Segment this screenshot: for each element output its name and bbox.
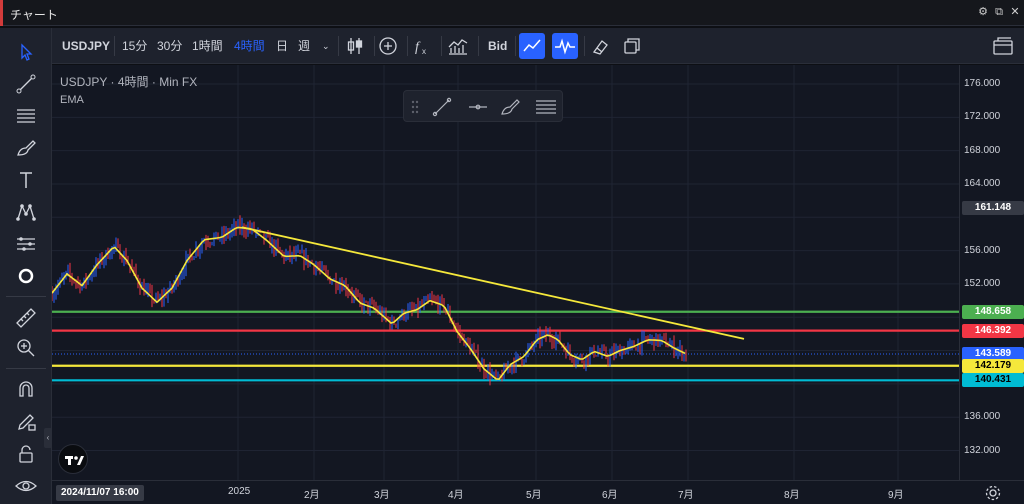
price-tick-label: 172.000 [964, 111, 1001, 123]
time-tick-label: 8月 [784, 490, 800, 501]
chart-legend: USDJPY · 4時間 · Min FX [60, 73, 197, 90]
drag-handle-icon [411, 100, 419, 114]
zoom-in-icon[interactable] [12, 334, 40, 362]
price-badge: 161.148 [962, 200, 1024, 215]
candlestick-icon[interactable] [342, 33, 368, 59]
line-trend-icon[interactable] [519, 33, 545, 59]
price-chart [52, 65, 959, 480]
symbol-button[interactable]: USDJPY [62, 39, 111, 53]
time-tick-label: 9月 [888, 490, 904, 501]
trend-line [241, 226, 745, 340]
eraser-brush-icon[interactable] [587, 33, 613, 59]
close-icon[interactable]: ✕ [1010, 6, 1020, 18]
legend-interval: 4時間 [117, 75, 149, 89]
ruler-icon[interactable] [12, 304, 40, 332]
toolbar-divider [584, 36, 585, 56]
toolbar-divider [478, 36, 479, 56]
gear-icon[interactable] [984, 484, 1002, 502]
pattern-tool-icon[interactable] [12, 198, 40, 226]
indicators-icon[interactable]: f x [409, 33, 435, 59]
toolbar-divider [441, 36, 442, 56]
time-axis[interactable]: 2024/11/07 16:00 2025 2月 3月 4月 5月 6月 7月 8月 9月 [52, 480, 1024, 504]
indicator-legend[interactable]: EMA [60, 94, 84, 106]
toolbar-divider [338, 36, 339, 56]
time-tick-label: 2025 [228, 486, 251, 497]
time-tick-label: 7月 [678, 490, 694, 501]
price-badge: 148.658 [962, 304, 1024, 319]
chart-pane[interactable]: USDJPY · 4時間 · Min FX EMA [52, 65, 959, 480]
collapse-toolbar-handle[interactable]: ‹ [44, 428, 52, 448]
float-trendline-icon [434, 99, 450, 115]
svg-text:x: x [422, 47, 426, 56]
lock-icon[interactable] [12, 440, 40, 468]
price-badge: 143.589 [962, 346, 1024, 361]
interval-15m[interactable]: 15分 [122, 39, 148, 53]
strategy-chart-icon[interactable] [445, 33, 471, 59]
float-brush-icon [501, 99, 520, 115]
eye-icon[interactable] [12, 472, 40, 500]
price-tick-label: 164.000 [964, 177, 1001, 189]
price-badge: 140.431 [962, 373, 1024, 388]
trendline-tool-icon[interactable] [12, 70, 40, 98]
time-tick-label: 5月 [526, 490, 542, 501]
floating-drawing-toolbar [403, 90, 563, 122]
text-tool-icon[interactable] [12, 166, 40, 194]
tradingview-logo[interactable] [58, 444, 88, 474]
pulse-chart-icon[interactable] [552, 33, 578, 59]
legend-dot: · [110, 75, 118, 89]
legend-source: Min FX [159, 75, 198, 89]
price-tick-label: 136.000 [964, 411, 1001, 423]
price-tick-label: 132.000 [964, 444, 1001, 456]
crosshair-time-label: 2024/11/07 16:00 [56, 485, 144, 501]
circle-shape-icon[interactable] [12, 262, 40, 290]
pencil-lock-icon[interactable] [12, 408, 40, 436]
legend-dot: · [151, 75, 160, 89]
tools-divider [6, 368, 46, 369]
window-accent [0, 0, 3, 26]
time-tick-label: 4月 [448, 490, 464, 501]
toolbar-divider [515, 36, 516, 56]
toolbar-divider [374, 36, 375, 56]
interval-dropdown-icon[interactable]: ⌄ [322, 41, 330, 51]
time-tick-label: 3月 [374, 490, 390, 501]
price-tick-label: 156.000 [964, 244, 1001, 256]
interval-30m[interactable]: 30分 [157, 39, 183, 53]
toolbar-divider [407, 36, 408, 56]
window-titlebar: チャート ⚙ ⧉ ✕ [0, 0, 1024, 26]
toolbar-divider [114, 36, 115, 56]
price-badge: 146.392 [962, 323, 1024, 338]
interval-1d[interactable]: 日 [276, 39, 289, 53]
tools-divider [6, 296, 46, 297]
ema-line [52, 226, 686, 381]
chart-toolbar: USDJPY 15分 30分 1時間 4時間 日 週 ⌄ f x Bid [52, 28, 1024, 64]
price-tick-label: 176.000 [964, 78, 1001, 89]
settings-icon[interactable]: ⚙ [978, 6, 988, 18]
layout-switch-icon[interactable] [990, 33, 1016, 59]
cursor-icon[interactable] [12, 38, 40, 66]
price-badge: 142.179 [962, 358, 1024, 373]
svg-text:f: f [415, 40, 421, 55]
measure-range-icon[interactable] [12, 230, 40, 258]
legend-symbol: USDJPY [60, 75, 108, 89]
interval-1h[interactable]: 1時間 [192, 39, 223, 53]
popout-icon[interactable]: ⧉ [995, 6, 1003, 18]
price-axis[interactable]: 176.000 172.000 168.000 164.000 156.000 152.0… [959, 65, 1024, 480]
window-title: チャート [10, 8, 58, 22]
magnet-icon[interactable] [12, 376, 40, 404]
copy-layout-icon[interactable] [619, 33, 645, 59]
time-tick-label: 2月 [304, 490, 320, 501]
price-tick-label: 152.000 [964, 277, 1001, 289]
compare-add-icon[interactable] [375, 33, 401, 59]
price-tick-label: 168.000 [964, 144, 1001, 156]
interval-1w[interactable]: 週 [298, 39, 311, 53]
brush-tool-icon[interactable] [12, 134, 40, 162]
interval-4h[interactable]: 4時間 [234, 39, 265, 53]
drawing-toolbar: ‹ [0, 28, 52, 504]
bid-button[interactable]: Bid [488, 39, 508, 53]
time-tick-label: 6月 [602, 490, 618, 501]
fib-tool-icon[interactable] [12, 102, 40, 130]
